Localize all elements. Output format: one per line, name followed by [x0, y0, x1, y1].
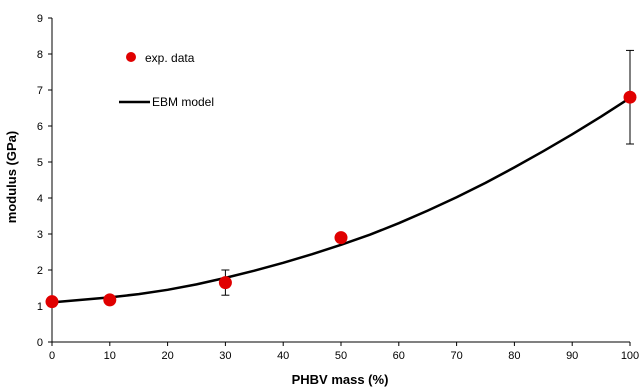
x-tick-label: 60	[393, 350, 405, 362]
y-tick-label: 5	[37, 157, 43, 169]
y-tick-label: 9	[37, 13, 43, 25]
x-tick-label: 40	[277, 350, 289, 362]
x-tick-label: 90	[566, 350, 578, 362]
exp-data-point	[45, 295, 59, 309]
legend: exp. data EBM model	[119, 51, 214, 109]
exp-data-point	[623, 90, 637, 104]
x-axis-title: PHBV mass (%)	[292, 372, 389, 387]
exp-data-point	[103, 293, 117, 307]
model-line-group	[51, 96, 631, 304]
x-tick-label: 80	[508, 350, 520, 362]
data-points	[45, 90, 637, 309]
y-tick-label: 4	[37, 193, 43, 205]
y-axis-title: modulus (GPa)	[4, 131, 19, 223]
legend-marker-exp-data	[126, 52, 136, 62]
y-tick-label: 8	[37, 49, 43, 61]
x-tick-label: 20	[161, 350, 173, 362]
x-tick-label: 0	[49, 350, 55, 362]
y-tick-label: 6	[37, 121, 43, 133]
ebm-model-line	[51, 96, 631, 304]
y-tick-label: 7	[37, 85, 43, 97]
legend-label-ebm-model: EBM model	[152, 95, 214, 109]
y-tick-label: 3	[37, 229, 43, 241]
y-tick-label: 2	[37, 265, 43, 277]
exp-data-point	[334, 231, 348, 245]
x-tick-label: 10	[104, 350, 116, 362]
y-tick-label: 0	[37, 337, 43, 349]
x-tick-label: 50	[335, 350, 347, 362]
x-tick-label: 70	[450, 350, 462, 362]
x-tick-label: 100	[621, 350, 639, 362]
exp-data-point	[218, 276, 232, 290]
y-ticks: 0 1 2 3 4 5 6 7 8 9	[37, 13, 52, 349]
x-tick-label: 30	[219, 350, 231, 362]
legend-label-exp-data: exp. data	[145, 51, 195, 65]
y-tick-label: 1	[37, 301, 43, 313]
error-bars	[221, 49, 634, 296]
x-ticks: 0 10 20 30 40 50 60 70 80 90 100	[49, 342, 639, 362]
